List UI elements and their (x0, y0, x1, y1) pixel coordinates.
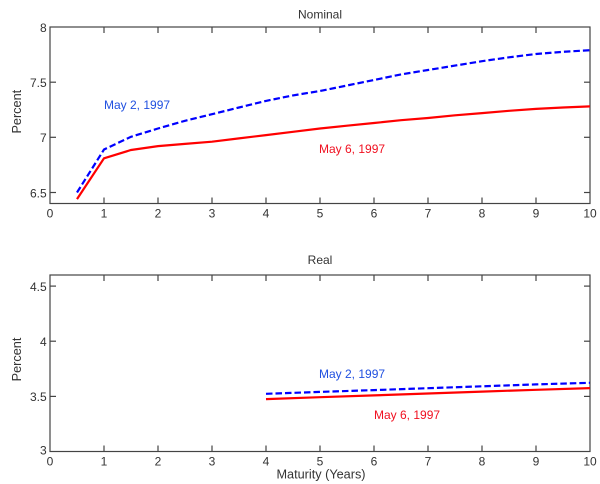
svg-text:Percent: Percent (10, 337, 24, 381)
svg-text:10: 10 (583, 206, 597, 220)
svg-text:8: 8 (479, 454, 486, 468)
svg-text:6.5: 6.5 (30, 186, 47, 200)
svg-text:8: 8 (479, 206, 486, 220)
svg-text:4: 4 (263, 454, 270, 468)
svg-text:0: 0 (47, 454, 54, 468)
svg-text:6: 6 (371, 454, 378, 468)
svg-text:7: 7 (40, 131, 47, 145)
svg-text:9: 9 (533, 206, 540, 220)
svg-text:May 6, 1997: May 6, 1997 (319, 142, 385, 156)
svg-text:7: 7 (425, 454, 432, 468)
svg-text:3: 3 (40, 444, 47, 458)
svg-text:6: 6 (371, 206, 378, 220)
svg-text:4: 4 (40, 335, 47, 349)
svg-text:7: 7 (425, 206, 432, 220)
svg-text:Nominal: Nominal (298, 8, 342, 22)
svg-text:2: 2 (155, 454, 162, 468)
svg-text:10: 10 (583, 454, 597, 468)
svg-text:3: 3 (209, 206, 216, 220)
svg-text:7.5: 7.5 (30, 76, 47, 90)
svg-text:Percent: Percent (10, 89, 24, 133)
svg-text:1: 1 (101, 206, 108, 220)
svg-text:1: 1 (101, 454, 108, 468)
svg-text:3.5: 3.5 (30, 390, 47, 404)
svg-text:8: 8 (40, 21, 47, 35)
svg-text:0: 0 (47, 206, 54, 220)
svg-text:3: 3 (209, 454, 216, 468)
svg-text:May 2, 1997: May 2, 1997 (319, 367, 385, 381)
svg-text:5: 5 (317, 454, 324, 468)
svg-text:5: 5 (317, 206, 324, 220)
svg-text:May 6, 1997: May 6, 1997 (374, 408, 440, 422)
svg-text:Maturity (Years): Maturity (Years) (276, 468, 365, 482)
svg-text:2: 2 (155, 206, 162, 220)
svg-text:4: 4 (263, 206, 270, 220)
svg-text:9: 9 (533, 454, 540, 468)
svg-text:Real: Real (308, 253, 333, 267)
svg-text:May 2, 1997: May 2, 1997 (104, 98, 170, 112)
svg-text:4.5: 4.5 (30, 280, 47, 294)
